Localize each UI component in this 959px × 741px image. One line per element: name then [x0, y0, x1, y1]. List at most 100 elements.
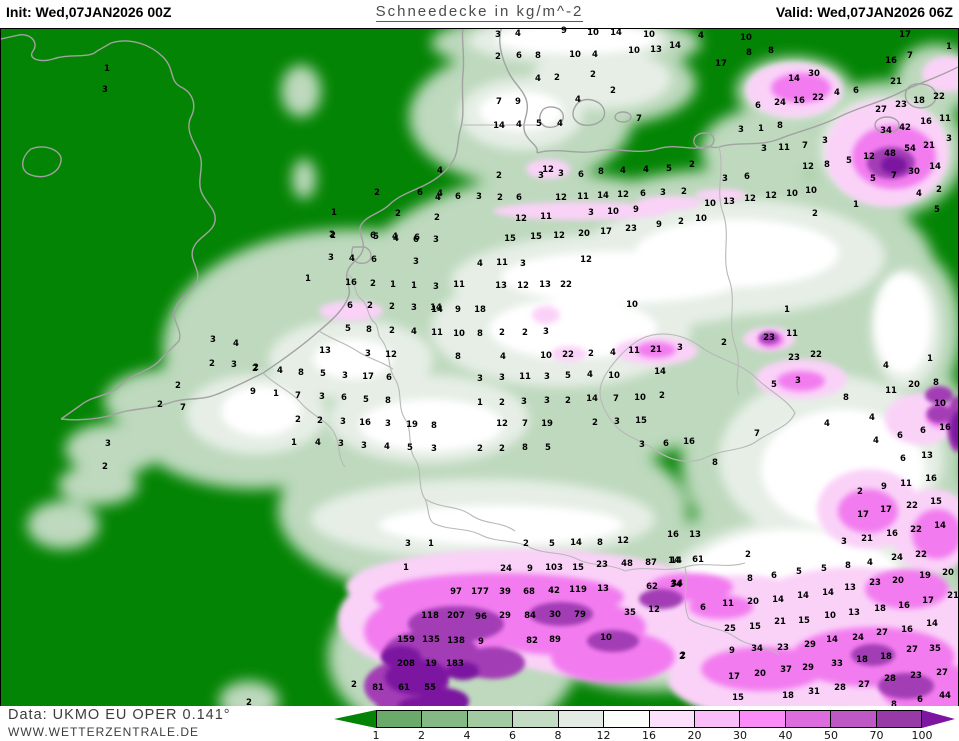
- snow-value: 33: [831, 658, 843, 669]
- snow-value: 9: [455, 304, 461, 315]
- snow-value: 23: [788, 352, 800, 363]
- snow-value: 2: [936, 184, 942, 195]
- snow-value: 14: [586, 393, 598, 404]
- snow-value: 13: [319, 345, 331, 356]
- snow-value: 1: [305, 273, 311, 284]
- snow-value: 14: [570, 537, 582, 548]
- snow-value: 2: [681, 186, 687, 197]
- snow-value: 8: [298, 367, 304, 378]
- legend-segment: [740, 711, 786, 727]
- snow-value: 17: [600, 226, 612, 237]
- snow-value: 2: [295, 414, 301, 425]
- snow-value: 19: [406, 419, 418, 430]
- snow-value: 6: [640, 188, 646, 199]
- snow-depth-map: 3 1 3 4 9 10 14 10 10 13 14 4 10 17 8 8 17 16 7 1 2 6 8 10 4 4 2 2 4…: [0, 27, 959, 709]
- snow-value: 11: [722, 598, 734, 609]
- snow-value: 2: [497, 192, 503, 203]
- snow-value: 19: [425, 658, 437, 669]
- snow-value: 24: [852, 632, 864, 643]
- legend-segment: [422, 711, 468, 727]
- snow-value: 11: [431, 327, 443, 338]
- legend-tick-labels: 1 2 4 6 8 12 16 20 30 40 50 70 100: [373, 729, 933, 741]
- snow-value: 44: [939, 690, 951, 701]
- snow-value: 23: [777, 642, 789, 653]
- snow-value: 17: [728, 671, 740, 682]
- snow-value: 14: [788, 73, 800, 84]
- snow-value: 12: [617, 189, 629, 200]
- snow-value: 29: [802, 662, 814, 673]
- snow-value: 8: [385, 395, 391, 406]
- snow-value: 17: [715, 58, 727, 69]
- snow-value: 8: [845, 560, 851, 571]
- snow-value: 4: [557, 118, 563, 129]
- snow-value: 10: [740, 32, 752, 43]
- snow-value: 12: [517, 280, 529, 291]
- snow-value: 20: [578, 228, 590, 239]
- valid-timestamp: Valid: Wed,07JAN2026 06Z: [775, 4, 953, 20]
- snow-value: 2: [565, 395, 571, 406]
- snow-value: 1: [784, 304, 790, 315]
- snow-value: 35: [624, 607, 636, 618]
- snow-value: 2: [495, 51, 501, 62]
- snow-value: 2: [209, 358, 215, 369]
- snow-value: 2: [523, 538, 529, 549]
- snow-value: 2: [330, 230, 336, 241]
- snow-value: 16: [793, 95, 805, 106]
- snow-value: 8: [597, 537, 603, 548]
- snow-value: 5: [565, 370, 571, 381]
- snow-value: 3: [543, 326, 549, 337]
- init-timestamp: Init: Wed,07JAN2026 00Z: [6, 4, 172, 20]
- snow-value: 3: [231, 359, 237, 370]
- snow-value: 4: [610, 347, 616, 358]
- snow-value: 4: [873, 435, 879, 446]
- snow-value: 11: [453, 279, 465, 290]
- snow-value: 3: [102, 84, 108, 95]
- snow-value: 30: [808, 68, 820, 79]
- snow-value: 5: [934, 204, 940, 215]
- snow-value: 5: [363, 394, 369, 405]
- snow-value: 16: [901, 624, 913, 635]
- snow-value: 8: [824, 159, 830, 170]
- snow-value: 3: [210, 334, 216, 345]
- snow-value: 13: [723, 196, 735, 207]
- snow-value: 4: [437, 165, 443, 176]
- snow-value: 3: [722, 173, 728, 184]
- snow-value: 3: [361, 440, 367, 451]
- snow-value: 2: [253, 362, 259, 373]
- snow-value: 20: [892, 575, 904, 586]
- snow-value: 4: [411, 326, 417, 337]
- snow-value: 159: [397, 634, 415, 645]
- snow-value: 20: [942, 567, 954, 578]
- snow-value: 6: [663, 438, 669, 449]
- snow-value: 2: [588, 348, 594, 359]
- snow-value: 2: [679, 651, 685, 662]
- snow-value: 3: [677, 342, 683, 353]
- snow-value: 5: [320, 368, 326, 379]
- snow-value: 4: [233, 338, 239, 349]
- snow-value: 16: [939, 422, 951, 433]
- snow-value: 3: [738, 124, 744, 135]
- snow-value: 4: [515, 28, 521, 39]
- snow-value: 3: [342, 370, 348, 381]
- snow-value: 9: [881, 481, 887, 492]
- legend-segment: [649, 711, 695, 727]
- snow-value: 10: [805, 185, 817, 196]
- snow-value: 2: [812, 208, 818, 219]
- snow-value: 10: [643, 29, 655, 40]
- snow-value: 48: [884, 148, 896, 159]
- snow-value: 12: [802, 161, 814, 172]
- snow-value: 34: [880, 125, 892, 136]
- snow-value: 2: [102, 461, 108, 472]
- snow-value: 11: [628, 345, 640, 356]
- snow-value: 5: [796, 566, 802, 577]
- snow-value: 14: [610, 27, 622, 38]
- snow-value: 1: [758, 123, 764, 134]
- snow-value: 7: [496, 96, 502, 107]
- snow-value: 5: [870, 173, 876, 184]
- snow-value: 3: [495, 29, 501, 40]
- snow-value: 4: [516, 119, 522, 130]
- snow-value: 2: [367, 300, 373, 311]
- snow-value: 5: [666, 163, 672, 174]
- snow-value: 8: [747, 573, 753, 584]
- snow-value: 3: [405, 538, 411, 549]
